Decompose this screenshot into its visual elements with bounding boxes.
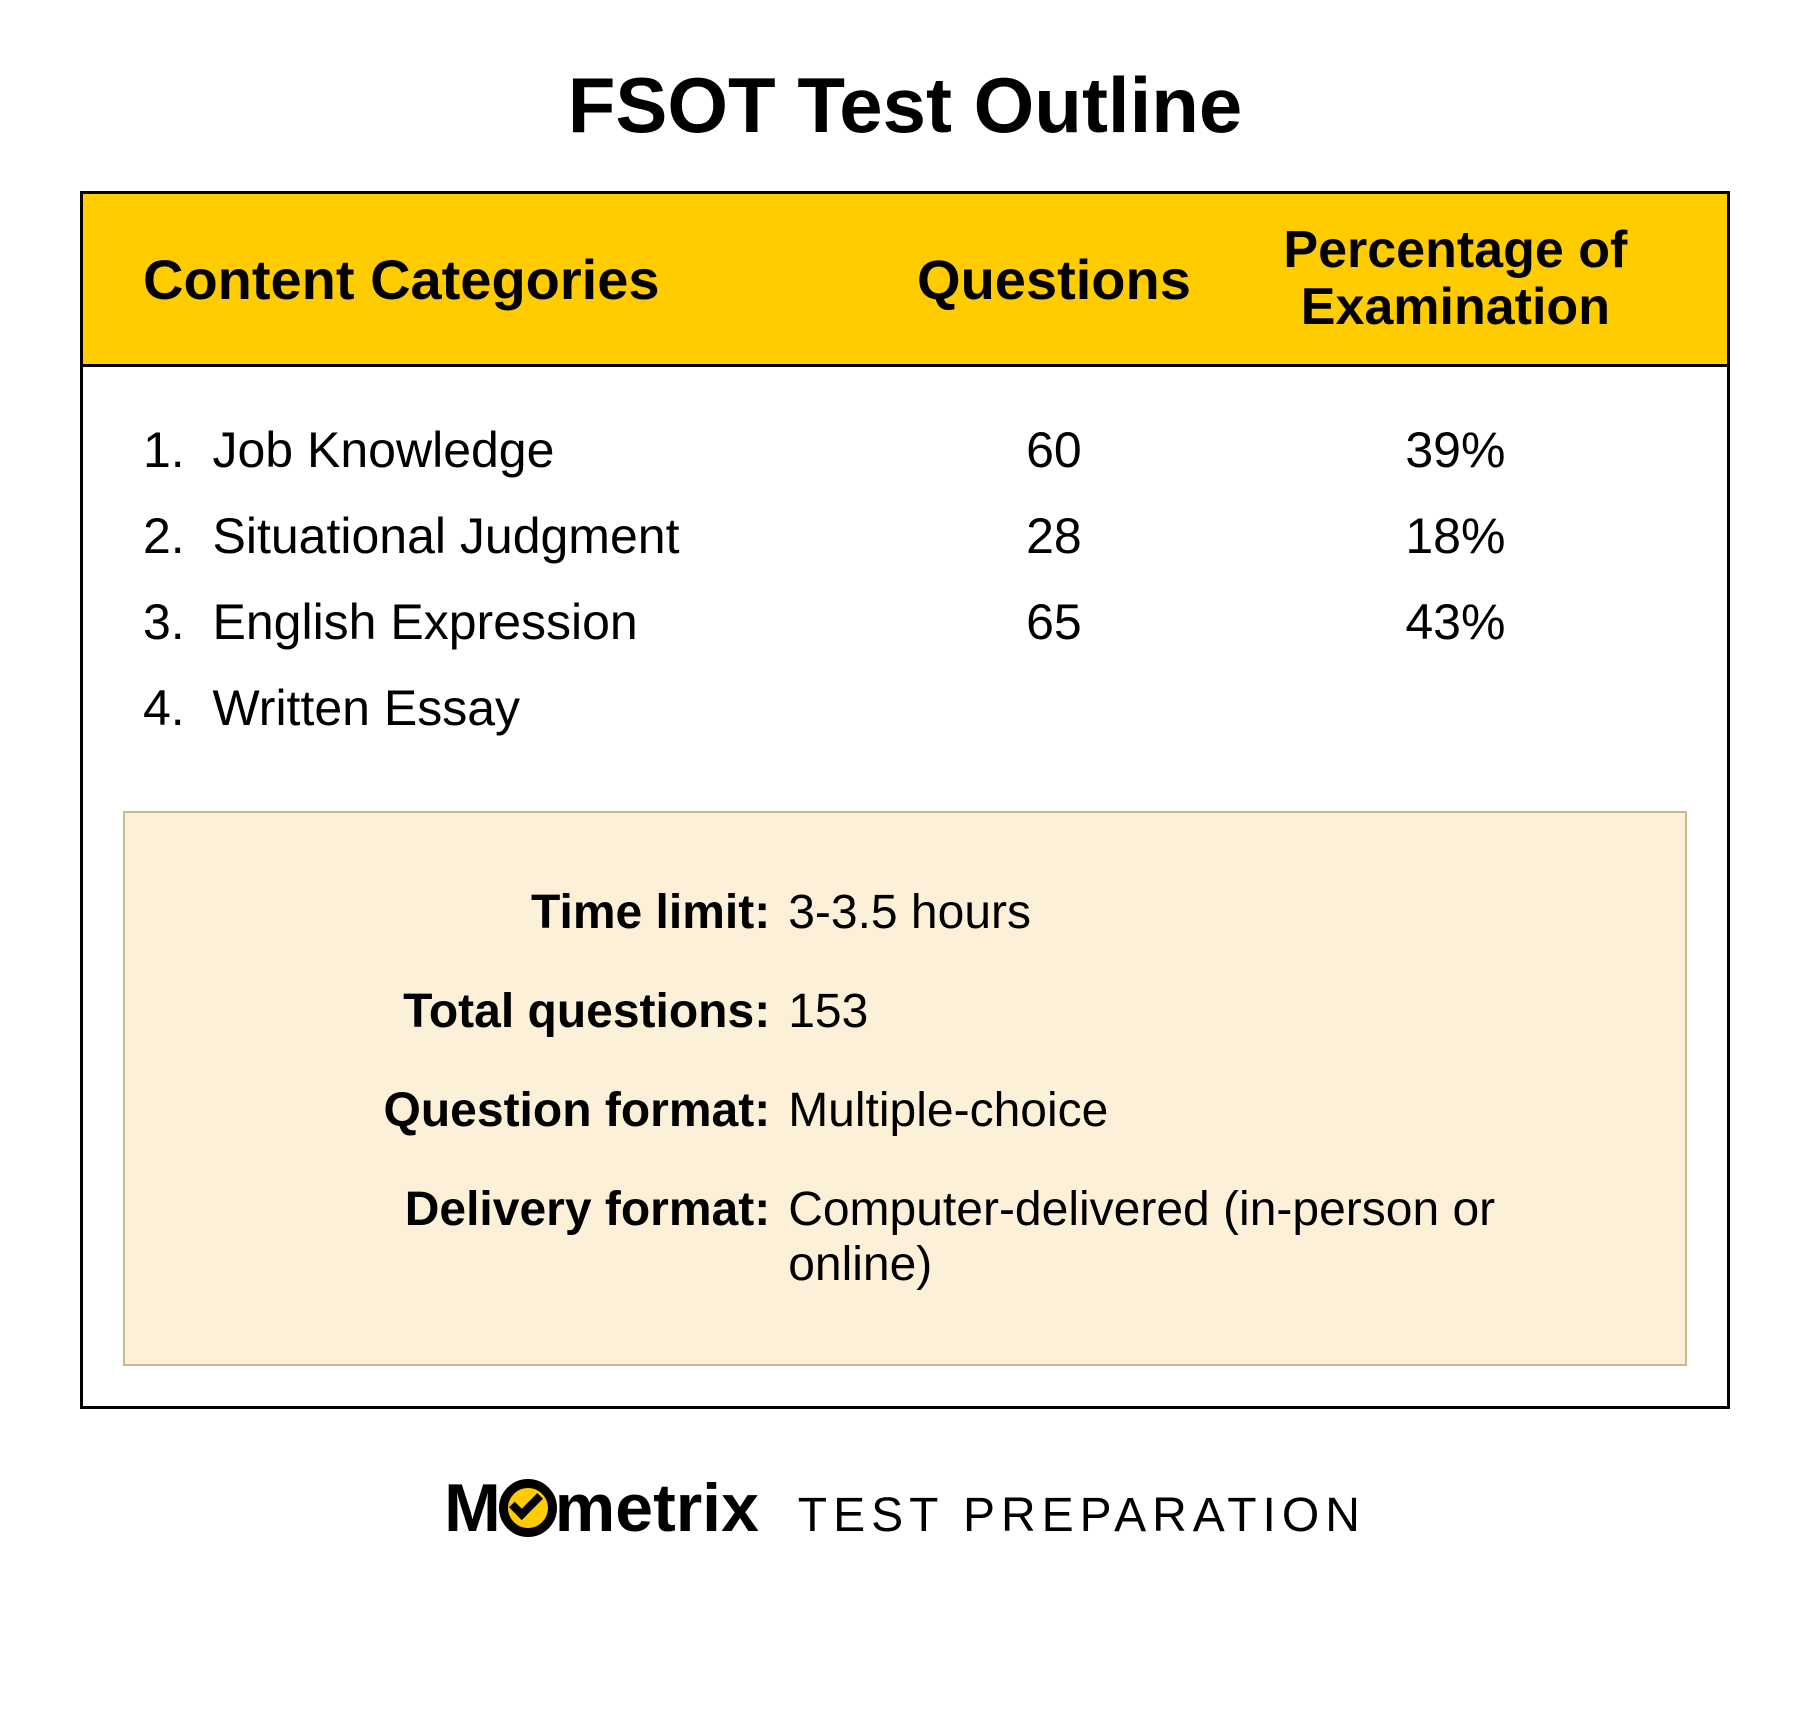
questions-cell: 65 (884, 593, 1224, 651)
mometrix-logo: Mmetrix TEST PREPARATION (80, 1469, 1730, 1547)
info-label: Time limit: (175, 885, 788, 940)
row-index: 2. (143, 508, 185, 564)
logo-post: metrix (555, 1470, 759, 1546)
row-name: English Expression (213, 594, 638, 650)
row-index: 4. (143, 680, 185, 736)
table-header: Content Categories Questions Percentage … (83, 194, 1727, 367)
col-header-categories: Content Categories (143, 247, 884, 312)
logo-pre: M (444, 1470, 501, 1546)
table-body: 1. Job Knowledge 60 39% 2. Situational J… (83, 367, 1727, 781)
row-index: 3. (143, 594, 185, 650)
info-label: Total questions: (175, 984, 788, 1039)
info-row-total-questions: Total questions: 153 (175, 962, 1635, 1061)
questions-cell: 28 (884, 507, 1224, 565)
info-row-delivery-format: Delivery format: Computer-delivered (in-… (175, 1160, 1635, 1314)
info-value: 153 (788, 984, 1635, 1039)
row-name: Written Essay (213, 680, 521, 736)
percentage-cell: 39% (1224, 421, 1687, 479)
row-name: Job Knowledge (213, 422, 555, 478)
info-value: Multiple-choice (788, 1083, 1635, 1138)
col-header-percentage: Percentage of Examination (1224, 222, 1687, 336)
outline-panel: Content Categories Questions Percentage … (80, 191, 1730, 1409)
table-row: 3. English Expression 65 43% (143, 579, 1687, 665)
info-label: Delivery format: (175, 1182, 788, 1292)
info-value: Computer-delivered (in-person or online) (788, 1182, 1635, 1292)
col-header-questions: Questions (884, 247, 1224, 312)
table-row: 1. Job Knowledge 60 39% (143, 407, 1687, 493)
table-row: 4. Written Essay (143, 665, 1687, 751)
info-label: Question format: (175, 1083, 788, 1138)
row-index: 1. (143, 422, 185, 478)
info-box: Time limit: 3-3.5 hours Total questions:… (123, 811, 1687, 1366)
percentage-cell: 18% (1224, 507, 1687, 565)
category-cell: 1. Job Knowledge (143, 421, 884, 479)
logo-brand: Mmetrix (444, 1470, 778, 1546)
logo-suffix: TEST PREPARATION (798, 1489, 1366, 1542)
questions-cell: 60 (884, 421, 1224, 479)
info-row-question-format: Question format: Multiple-choice (175, 1061, 1635, 1160)
page-title: FSOT Test Outline (80, 60, 1730, 151)
info-value: 3-3.5 hours (788, 885, 1635, 940)
category-cell: 3. English Expression (143, 593, 884, 651)
category-cell: 4. Written Essay (143, 679, 884, 737)
category-cell: 2. Situational Judgment (143, 507, 884, 565)
info-row-time-limit: Time limit: 3-3.5 hours (175, 863, 1635, 962)
logo-o-icon (499, 1479, 557, 1537)
percentage-cell: 43% (1224, 593, 1687, 651)
table-row: 2. Situational Judgment 28 18% (143, 493, 1687, 579)
row-name: Situational Judgment (213, 508, 680, 564)
